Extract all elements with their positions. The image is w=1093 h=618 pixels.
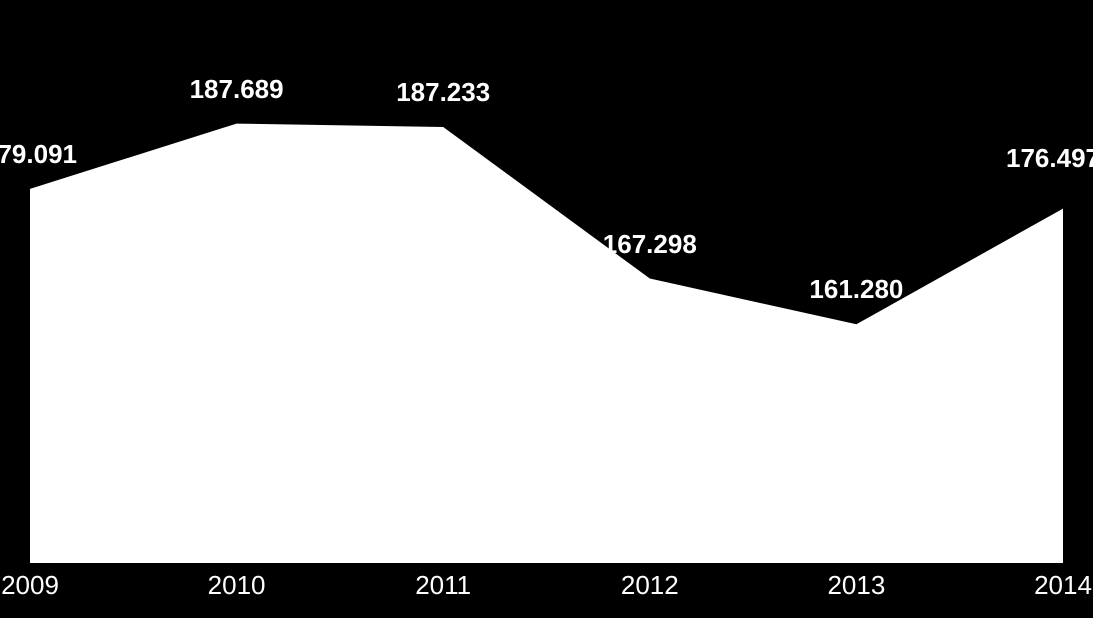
value-label: 161.280: [809, 274, 903, 305]
x-axis-label: 2009: [1, 570, 59, 601]
area-fill: [30, 124, 1063, 562]
x-axis-label: 2014: [1034, 570, 1092, 601]
value-label: 187.689: [190, 74, 284, 105]
area-chart-svg: [0, 0, 1093, 618]
x-axis-label: 2010: [208, 570, 266, 601]
area-chart: 2009 179.091 2010 187.689 2011 187.233 2012 167…: [0, 0, 1093, 618]
x-axis-label: 2012: [621, 570, 679, 601]
value-label: 187.233: [396, 77, 490, 108]
value-label: 167.298: [603, 229, 697, 260]
x-axis-label: 2013: [827, 570, 885, 601]
value-label: 179.091: [0, 139, 77, 170]
x-axis-label: 2011: [415, 570, 471, 601]
chart-baseline: [30, 561, 1063, 563]
value-label: 176.497: [1006, 143, 1093, 174]
